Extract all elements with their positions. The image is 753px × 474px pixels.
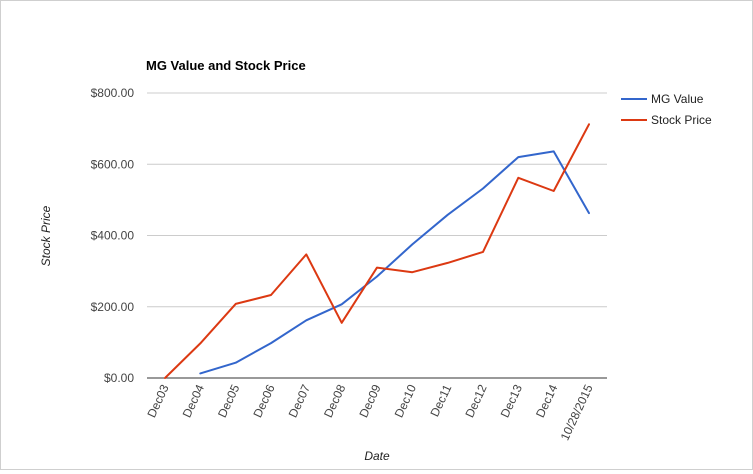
x-tick-label: Dec11	[427, 382, 454, 419]
x-tick-label: Dec09	[356, 382, 383, 420]
legend: MG Value Stock Price	[621, 92, 712, 127]
series-lines	[164, 123, 590, 379]
y-axis-title: Stock Price	[39, 205, 53, 266]
x-tick-label: Dec08	[321, 382, 348, 420]
chart-title: MG Value and Stock Price	[146, 58, 306, 73]
y-tick-label: $400.00	[91, 229, 135, 243]
y-tick-label: $800.00	[91, 86, 135, 100]
gridlines	[147, 92, 607, 308]
x-tick-label: Dec04	[180, 382, 207, 420]
series-line-mg-value	[199, 150, 590, 375]
x-tick-label: Dec12	[462, 382, 489, 420]
legend-label: MG Value	[651, 92, 704, 106]
x-axis-ticks: Dec03 Dec04 Dec05 Dec06 Dec07 Dec08 Dec09 Dec10…	[144, 382, 595, 443]
x-tick-label: Dec13	[498, 382, 525, 420]
x-tick-label: Dec10	[392, 382, 419, 420]
x-tick-label: Dec03	[144, 382, 171, 420]
series-line-stock-price	[164, 123, 590, 379]
x-tick-label: Dec06	[250, 382, 277, 420]
legend-label: Stock Price	[651, 113, 712, 127]
x-axis-title: Date	[364, 449, 390, 463]
y-tick-label: $200.00	[91, 300, 135, 314]
y-tick-label: $0.00	[104, 371, 134, 385]
y-tick-label: $600.00	[91, 157, 135, 171]
x-tick-label: Dec05	[215, 382, 242, 420]
x-tick-label: 10/28/2015	[558, 382, 596, 443]
x-tick-label: Dec14	[533, 382, 560, 420]
x-tick-label: Dec07	[286, 382, 313, 420]
y-axis-ticks: $0.00 $200.00 $400.00 $600.00 $800.00	[91, 86, 135, 385]
